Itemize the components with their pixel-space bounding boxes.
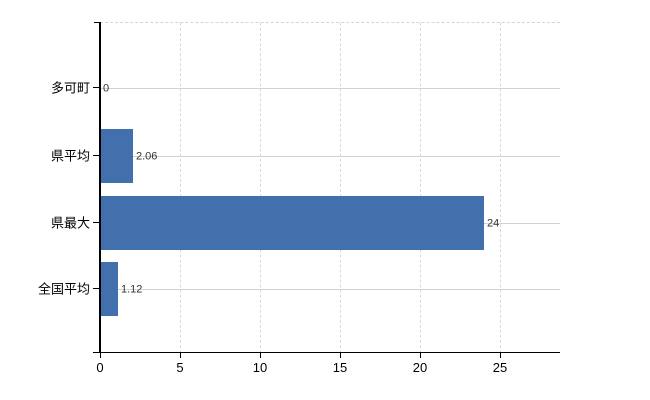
- gridline-vertical: [420, 23, 421, 353]
- category-label: 全国平均: [37, 281, 90, 297]
- x-axis-tick: [180, 352, 181, 358]
- y-axis-top-tick: [94, 22, 100, 23]
- plot-area: 0 2.06 24 1.12: [100, 22, 560, 353]
- x-axis-tick-label: 20: [412, 360, 428, 375]
- category-tick: [93, 222, 100, 223]
- category-tick: [93, 155, 100, 156]
- bar: [100, 196, 484, 250]
- category-label: 県最大: [50, 215, 90, 231]
- x-axis-tick-label: 5: [176, 360, 184, 375]
- gridline-horizontal: [100, 289, 560, 290]
- x-axis-line: [93, 352, 560, 353]
- bar-value-label: 24: [487, 217, 500, 230]
- y-axis-line: [99, 22, 101, 352]
- x-axis-tick-label: 10: [252, 360, 268, 375]
- category-label: 県平均: [50, 148, 90, 164]
- gridline-vertical: [260, 23, 261, 353]
- x-axis-tick: [100, 352, 101, 358]
- category-label: 多可町: [50, 80, 90, 96]
- x-axis-tick: [260, 352, 261, 358]
- bar-value-label: 2.06: [136, 150, 158, 163]
- x-axis-tick-label: 0: [96, 360, 104, 375]
- x-axis-tick-label: 25: [492, 360, 508, 375]
- gridline-vertical: [180, 23, 181, 353]
- category-tick: [93, 288, 100, 289]
- bar-value-label: 0: [103, 82, 110, 95]
- x-axis-tick: [420, 352, 421, 358]
- bar: [100, 262, 118, 316]
- gridline-vertical: [340, 23, 341, 353]
- category-tick: [93, 87, 100, 88]
- gridline-horizontal: [100, 88, 560, 89]
- x-axis-tick: [500, 352, 501, 358]
- gridline-vertical: [500, 23, 501, 353]
- bar-value-label: 1.12: [121, 283, 143, 296]
- gridline-horizontal: [100, 156, 560, 157]
- bar: [100, 129, 133, 183]
- x-axis-tick: [340, 352, 341, 358]
- x-axis-tick-label: 15: [332, 360, 348, 375]
